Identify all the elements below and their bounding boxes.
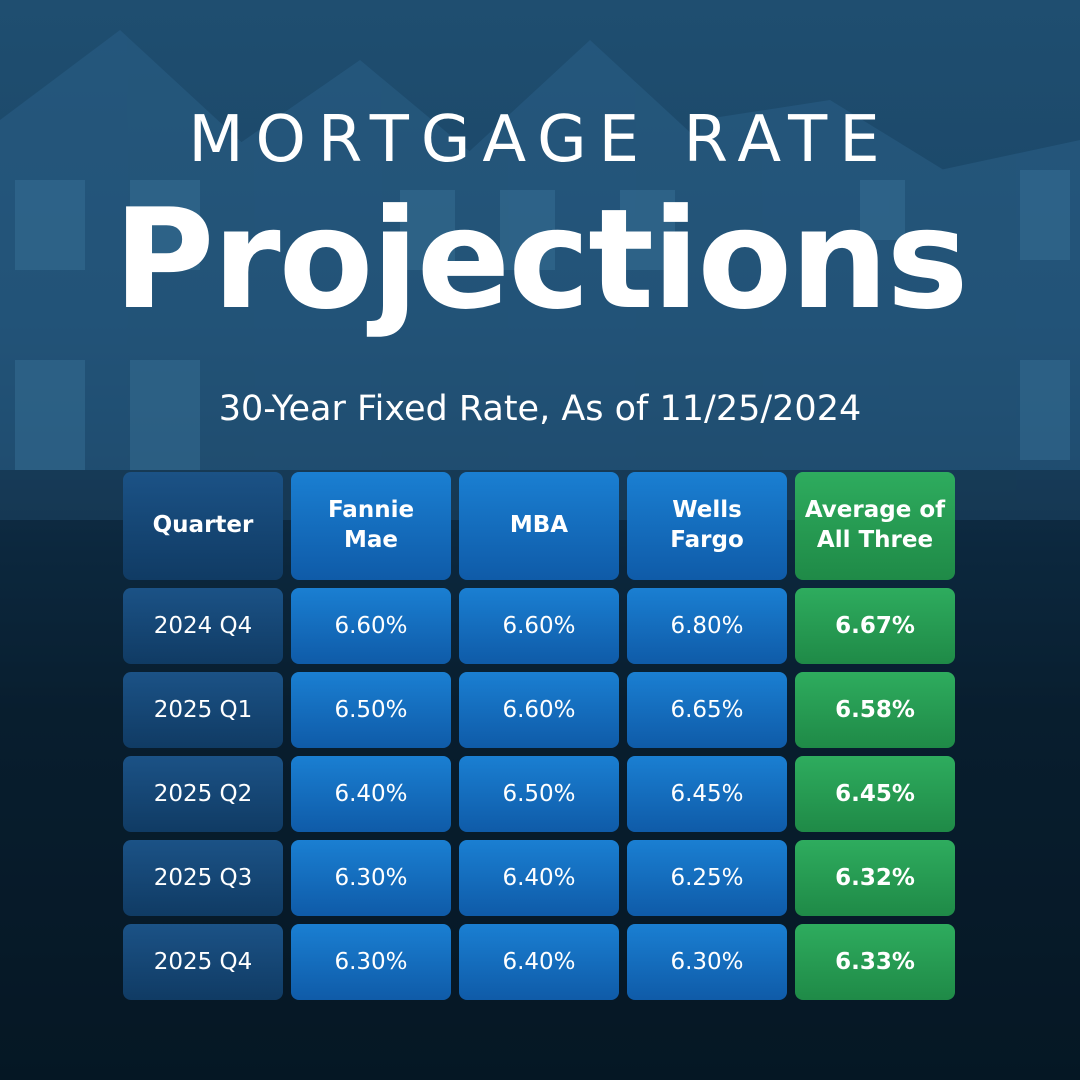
row-quarter: 2025 Q4 xyxy=(123,924,283,1000)
row-quarter: 2025 Q1 xyxy=(123,672,283,748)
row-average: 6.32% xyxy=(795,840,955,916)
header-quarter: Quarter xyxy=(123,472,283,580)
row-average: 6.33% xyxy=(795,924,955,1000)
row-average: 6.67% xyxy=(795,588,955,664)
row-average: 6.45% xyxy=(795,756,955,832)
header-mba: MBA xyxy=(459,472,619,580)
row-fannie-mae: 6.40% xyxy=(291,756,451,832)
kicker-title: MORTGAGE RATE xyxy=(188,103,892,177)
row-quarter: 2024 Q4 xyxy=(123,588,283,664)
row-fannie-mae: 6.50% xyxy=(291,672,451,748)
row-quarter: 2025 Q2 xyxy=(123,756,283,832)
row-mba: 6.40% xyxy=(459,840,619,916)
projection-table: Quarter Fannie Mae MBA Wells Fargo Avera… xyxy=(123,472,955,1000)
header-wells-fargo: Wells Fargo xyxy=(627,472,787,580)
row-fannie-mae: 6.60% xyxy=(291,588,451,664)
row-mba: 6.60% xyxy=(459,672,619,748)
row-average: 6.58% xyxy=(795,672,955,748)
header-average: Average of All Three xyxy=(795,472,955,580)
row-wells-fargo: 6.80% xyxy=(627,588,787,664)
row-quarter: 2025 Q3 xyxy=(123,840,283,916)
row-mba: 6.60% xyxy=(459,588,619,664)
row-wells-fargo: 6.45% xyxy=(627,756,787,832)
row-fannie-mae: 6.30% xyxy=(291,924,451,1000)
subtitle: 30-Year Fixed Rate, As of 11/25/2024 xyxy=(218,389,862,429)
row-wells-fargo: 6.30% xyxy=(627,924,787,1000)
row-mba: 6.50% xyxy=(459,756,619,832)
row-fannie-mae: 6.30% xyxy=(291,840,451,916)
main-title: Projections xyxy=(113,179,968,340)
row-mba: 6.40% xyxy=(459,924,619,1000)
row-wells-fargo: 6.65% xyxy=(627,672,787,748)
header-fannie-mae: Fannie Mae xyxy=(291,472,451,580)
row-wells-fargo: 6.25% xyxy=(627,840,787,916)
